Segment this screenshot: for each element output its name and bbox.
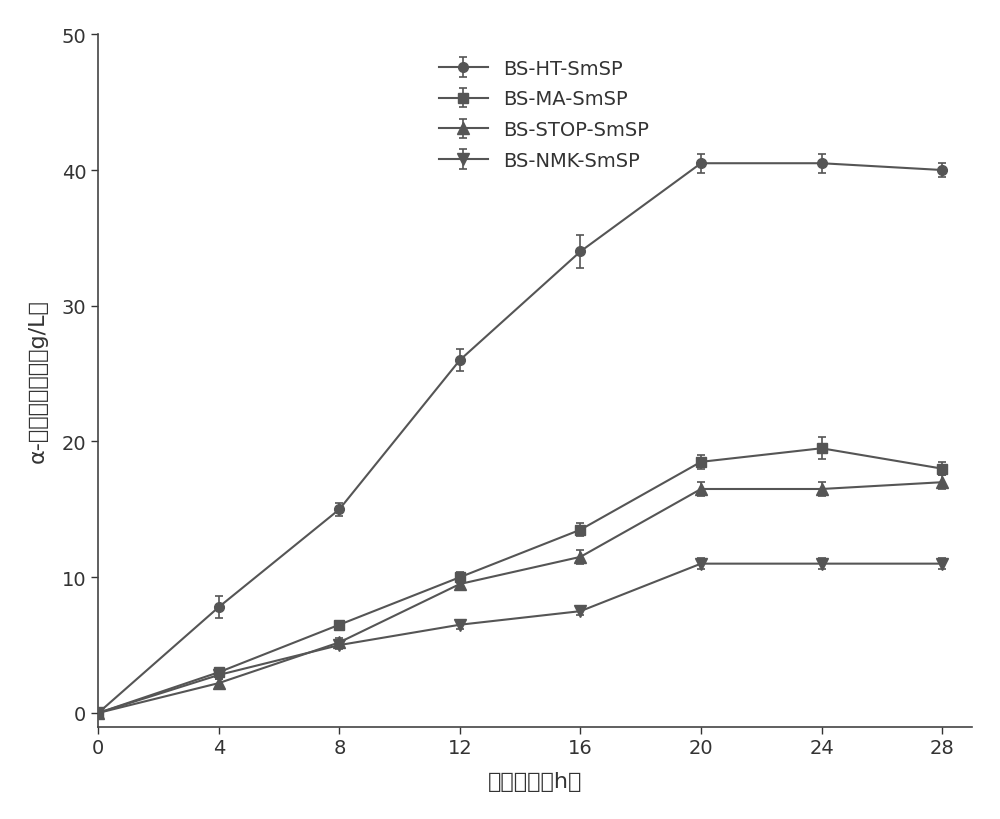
Y-axis label: α-熊果苷的产量（g/L）: α-熊果苷的产量（g/L） (28, 299, 48, 463)
X-axis label: 催化时间（h）: 催化时间（h） (488, 771, 582, 791)
Legend: BS-HT-SmSP, BS-MA-SmSP, BS-STOP-SmSP, BS-NMK-SmSP: BS-HT-SmSP, BS-MA-SmSP, BS-STOP-SmSP, BS… (431, 52, 657, 179)
